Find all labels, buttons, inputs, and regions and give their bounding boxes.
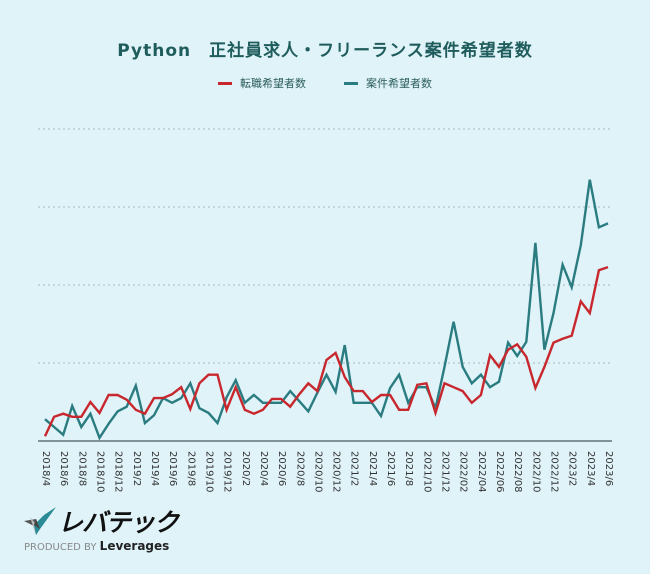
x-tick-label: 2018/12 <box>112 451 124 493</box>
x-tick-label: 2018/4 <box>40 451 51 487</box>
x-tick-label: 2020/8 <box>294 451 306 487</box>
series-line-project-seekers <box>44 179 609 441</box>
x-tick-label: 2021/4 <box>366 451 378 487</box>
x-tick-label: 2022/12 <box>548 451 560 493</box>
legend-item-project-seekers: 案件希望者数 <box>344 75 432 91</box>
legend-item-job-seekers: 転職希望者数 <box>218 75 306 91</box>
x-tick-label: 2022/04 <box>475 451 487 493</box>
x-tick-label: 2023/6 <box>603 451 614 487</box>
x-tick-label: 2023/2 <box>566 451 578 487</box>
produced-by: PRODUCED BY Leverages <box>24 539 169 553</box>
x-tick-label: 2018/10 <box>94 451 106 493</box>
x-tick-label: 2022/06 <box>494 451 506 493</box>
company-name: Leverages <box>99 539 170 553</box>
x-tick-label: 2021/8 <box>403 451 415 487</box>
legend-label: 転職希望者数 <box>240 77 306 90</box>
levtech-logo-icon <box>24 507 56 535</box>
x-tick-label: 2022/10 <box>530 451 542 493</box>
x-tick-label: 2021/12 <box>439 451 451 493</box>
x-tick-label: 2018/6 <box>58 451 70 487</box>
chart-title: Python 正社員求人・フリーランス案件希望者数 <box>117 41 533 61</box>
x-tick-label: 2020/10 <box>312 451 324 493</box>
x-tick-label: 2020/6 <box>276 451 288 487</box>
x-tick-label: 2019/4 <box>148 451 160 487</box>
x-tick-label: 2022/02 <box>457 451 469 493</box>
series-line-job-seekers <box>43 265 609 437</box>
legend-swatch-teal <box>344 81 358 85</box>
x-tick-label: 2019/10 <box>203 451 215 493</box>
legend-swatch-red <box>218 81 232 85</box>
x-tick-label: 2019/2 <box>130 451 142 487</box>
x-tick-label: 2023/4 <box>584 451 596 487</box>
x-tick-label: 2021/2 <box>348 451 360 487</box>
x-tick-label: 2020/2 <box>239 451 251 487</box>
x-tick-label: 2020/12 <box>330 451 342 493</box>
x-tick-label: 2019/6 <box>167 451 179 487</box>
legend-label: 案件希望者数 <box>366 77 432 90</box>
x-tick-label: 2019/12 <box>221 451 233 493</box>
produced-by-label: PRODUCED BY <box>24 542 97 553</box>
logo-text: レバテック <box>58 508 179 537</box>
x-tick-label: 2022/08 <box>512 451 524 493</box>
legend: 転職希望者数 案件希望者数 <box>0 75 650 91</box>
x-tick-label: 2020/4 <box>257 451 269 487</box>
x-tick-label: 2021/10 <box>421 451 433 493</box>
x-tick-label: 2018/8 <box>76 451 88 487</box>
x-tick-label: 2021/6 <box>385 451 397 487</box>
x-tick-label: 2019/8 <box>185 451 197 487</box>
